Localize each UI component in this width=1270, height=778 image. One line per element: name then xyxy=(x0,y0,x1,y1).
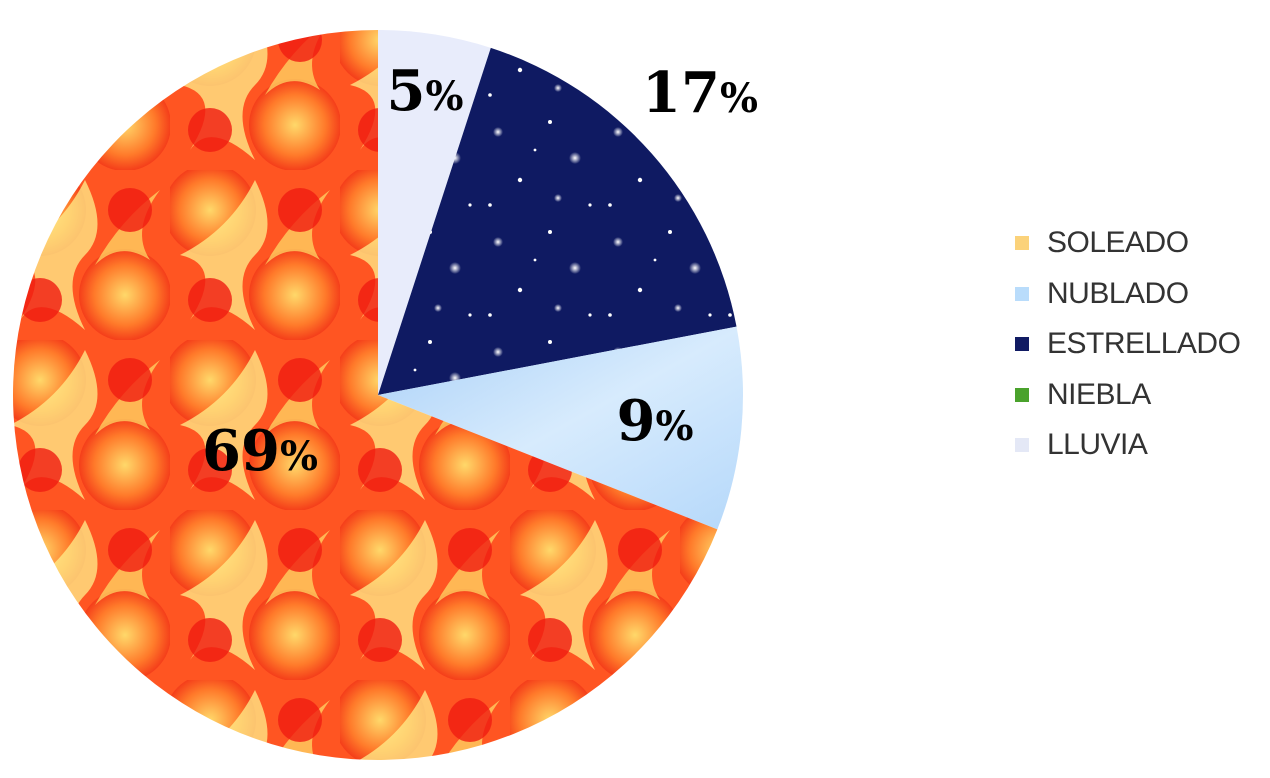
legend-label: SOLEADO xyxy=(1047,226,1189,260)
legend: SOLEADO NUBLADO ESTRELLADO NIEBLA LLUVIA xyxy=(1015,218,1265,471)
legend-label: ESTRELLADO xyxy=(1047,327,1241,361)
legend-swatch xyxy=(1015,387,1029,402)
legend-item-estrellado: ESTRELLADO xyxy=(1015,319,1265,370)
legend-swatch xyxy=(1015,337,1029,352)
legend-swatch xyxy=(1015,286,1029,301)
legend-label: NIEBLA xyxy=(1047,377,1151,411)
slice-label-estrellado: 17% xyxy=(642,60,758,126)
legend-label: NUBLADO xyxy=(1047,276,1189,310)
slice-label-lluvia: 5% xyxy=(387,58,464,124)
legend-item-lluvia: LLUVIA xyxy=(1015,420,1265,471)
slice-label-nublado: 9% xyxy=(617,388,694,454)
legend-item-nublado: NUBLADO xyxy=(1015,269,1265,320)
legend-label: LLUVIA xyxy=(1047,428,1148,462)
pie-slice-nublado xyxy=(378,326,743,530)
pie-slice-soleado xyxy=(12,30,718,761)
legend-swatch xyxy=(1015,236,1029,251)
legend-item-niebla: NIEBLA xyxy=(1015,370,1265,421)
legend-item-soleado: SOLEADO xyxy=(1015,218,1265,269)
slice-label-soleado: 69% xyxy=(202,418,318,484)
pie-slice-lluvia xyxy=(378,30,491,395)
legend-swatch xyxy=(1015,438,1029,453)
pie-slice-estrellado xyxy=(378,47,737,395)
